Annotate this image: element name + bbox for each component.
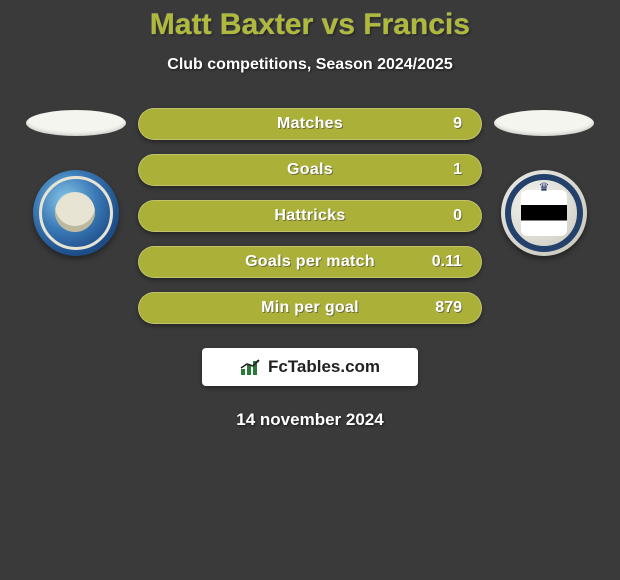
stat-value: 0 (453, 207, 462, 225)
right-player-col: ♛ (494, 108, 594, 256)
branding-badge: FcTables.com (202, 348, 418, 386)
stat-bar-gpm: Goals per match 0.11 (138, 246, 482, 278)
comparison-row: Matches 9 Goals 1 Hattricks 0 Goals per … (0, 108, 620, 338)
left-club-badge (33, 170, 119, 256)
right-club-badge: ♛ (501, 170, 587, 256)
stat-value: 9 (453, 115, 462, 133)
stat-bar-goals: Goals 1 (138, 154, 482, 186)
stat-value: 0.11 (432, 253, 462, 271)
chart-icon (240, 358, 262, 376)
date-text: 14 november 2024 (0, 410, 620, 430)
stat-value: 1 (453, 161, 462, 179)
stat-label: Matches (277, 115, 343, 133)
stat-bar-mpg: Min per goal 879 (138, 292, 482, 324)
right-ellipse (494, 110, 594, 136)
page-title: Matt Baxter vs Francis (0, 8, 620, 42)
subtitle: Club competitions, Season 2024/2025 (0, 56, 620, 74)
stat-label: Goals (287, 161, 333, 179)
stat-bar-hattricks: Hattricks 0 (138, 200, 482, 232)
stat-value: 879 (435, 299, 462, 317)
stat-bar-matches: Matches 9 (138, 108, 482, 140)
branding-text: FcTables.com (268, 357, 380, 377)
left-ellipse (26, 110, 126, 136)
stat-label: Goals per match (245, 253, 375, 271)
stats-column: Matches 9 Goals 1 Hattricks 0 Goals per … (138, 108, 482, 338)
stat-label: Hattricks (274, 207, 345, 225)
stat-label: Min per goal (261, 299, 359, 317)
left-player-col (26, 108, 126, 256)
